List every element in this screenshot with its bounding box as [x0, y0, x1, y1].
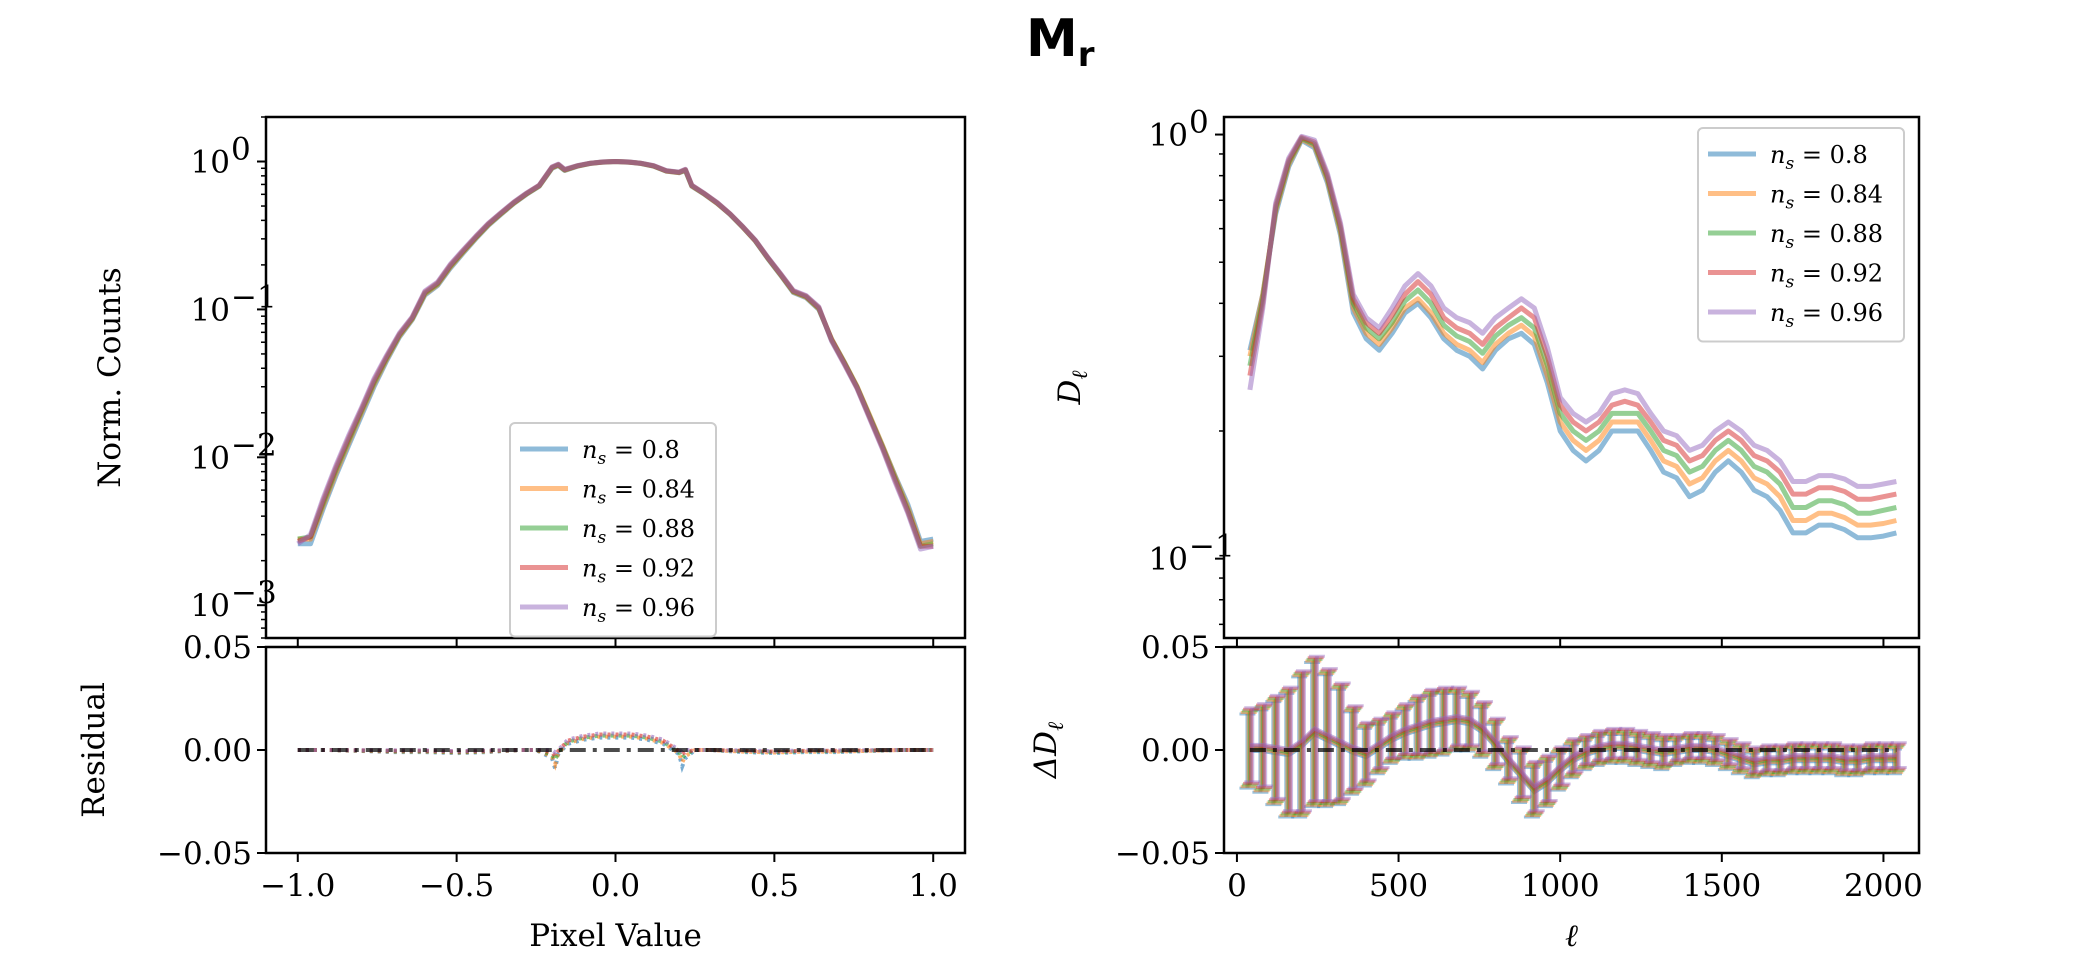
- pixel-residual-xtick-label: 0.5: [750, 868, 799, 904]
- spectrum-series-line: [1247, 133, 1897, 489]
- spectrum-ytick-exponent: 0: [1189, 105, 1209, 141]
- spectrum-residual-xtick-label: 500: [1369, 868, 1428, 904]
- pixel-residual-ytick-label: −0.05: [157, 836, 252, 872]
- spectrum-residual-ytick-label: 0.05: [1141, 630, 1210, 666]
- spectrum-residual-xlabel: ℓ: [1565, 918, 1578, 954]
- spectrum-legend-entry: ns = 0.92: [1770, 260, 1883, 293]
- pixel-residual-xtick-label: −0.5: [419, 868, 494, 904]
- figure-title: Mr: [1026, 9, 1095, 75]
- spectrum-residual-ytick-label: 0.00: [1141, 733, 1210, 769]
- histogram-ylabel: Norm. Counts: [92, 267, 128, 487]
- pixel-residual-xtick-label: −1.0: [260, 868, 335, 904]
- histogram-legend-entry: ns = 0.8: [582, 436, 680, 469]
- histogram-legend-entry: ns = 0.84: [582, 476, 695, 509]
- histogram-ytick-label: 10: [191, 440, 230, 476]
- histogram-ytick-label: 10: [191, 145, 230, 181]
- spectrum-ytick-exponent: −1: [1189, 529, 1235, 565]
- pixel-residual-ytick-label: 0.05: [183, 630, 252, 666]
- pixel-residual-xtick-label: 1.0: [909, 868, 958, 904]
- histogram-ytick-exponent: −2: [231, 427, 277, 463]
- spectrum-residual-series: [1244, 654, 1907, 813]
- spectrum-legend-entry: ns = 0.84: [1770, 181, 1883, 214]
- spectrum-legend-entry: ns = 0.8: [1770, 141, 1868, 174]
- histogram-ytick-exponent: 0: [231, 132, 251, 168]
- spectrum-residual-xtick-label: 1000: [1521, 868, 1600, 904]
- histogram-ytick-label: 10: [191, 292, 230, 328]
- spectrum-residual-ytick-label: −0.05: [1115, 836, 1210, 872]
- spectrum-ytick-label: 10: [1149, 118, 1188, 154]
- spectrum-legend: [1697, 127, 1905, 343]
- spectrum-legend-entry: ns = 0.96: [1770, 299, 1883, 332]
- spectrum-ytick-label: 10: [1149, 542, 1188, 578]
- spectrum-frame: [1222, 115, 1921, 640]
- histogram-ytick-label: 10: [191, 588, 230, 624]
- pixel-residual-xtick-label: 0.0: [591, 868, 640, 904]
- histogram-legend-entry: ns = 0.88: [582, 515, 695, 548]
- pixel-residual-ylabel: Residual: [76, 682, 112, 818]
- histogram-legend: [509, 422, 717, 638]
- spectrum-residual-xtick-label: 2000: [1844, 868, 1923, 904]
- pixel-residual-xlabel: Pixel Value: [529, 918, 702, 954]
- spectrum-legend-entry: ns = 0.88: [1770, 220, 1883, 253]
- spectrum-residual-xtick-label: 1500: [1682, 868, 1761, 904]
- pixel-residual-ytick-label: 0.00: [183, 733, 252, 769]
- spectrum-ylabel: Dℓ: [1052, 370, 1093, 406]
- spectrum-residual-xtick-label: 0: [1227, 868, 1247, 904]
- figure-title-subscript: r: [1078, 35, 1095, 75]
- histogram-ytick-exponent: −1: [231, 279, 277, 315]
- histogram-legend-entry: ns = 0.96: [582, 594, 695, 627]
- histogram-ytick-exponent: −3: [231, 575, 277, 611]
- spectrum-residual-ylabel: ΔDℓ: [1028, 721, 1069, 779]
- histogram-legend-entry: ns = 0.92: [582, 555, 695, 588]
- histogram-series-line: [296, 159, 934, 552]
